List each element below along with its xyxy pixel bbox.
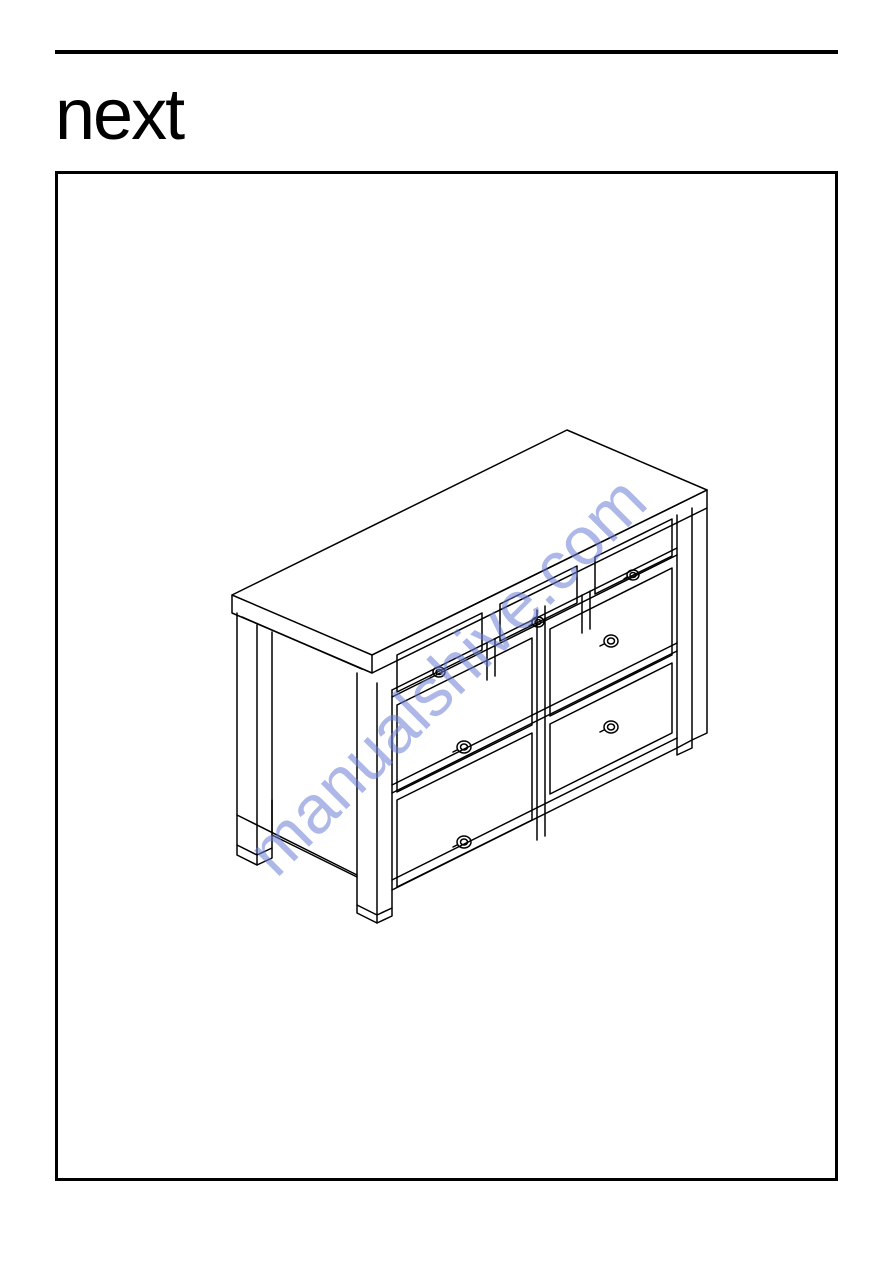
brand-logo: next <box>55 79 838 151</box>
top-horizontal-rule <box>55 50 838 54</box>
furniture-diagram <box>137 335 757 955</box>
page-container: next <box>0 0 893 1263</box>
content-frame: manualshive.com <box>55 171 838 1181</box>
